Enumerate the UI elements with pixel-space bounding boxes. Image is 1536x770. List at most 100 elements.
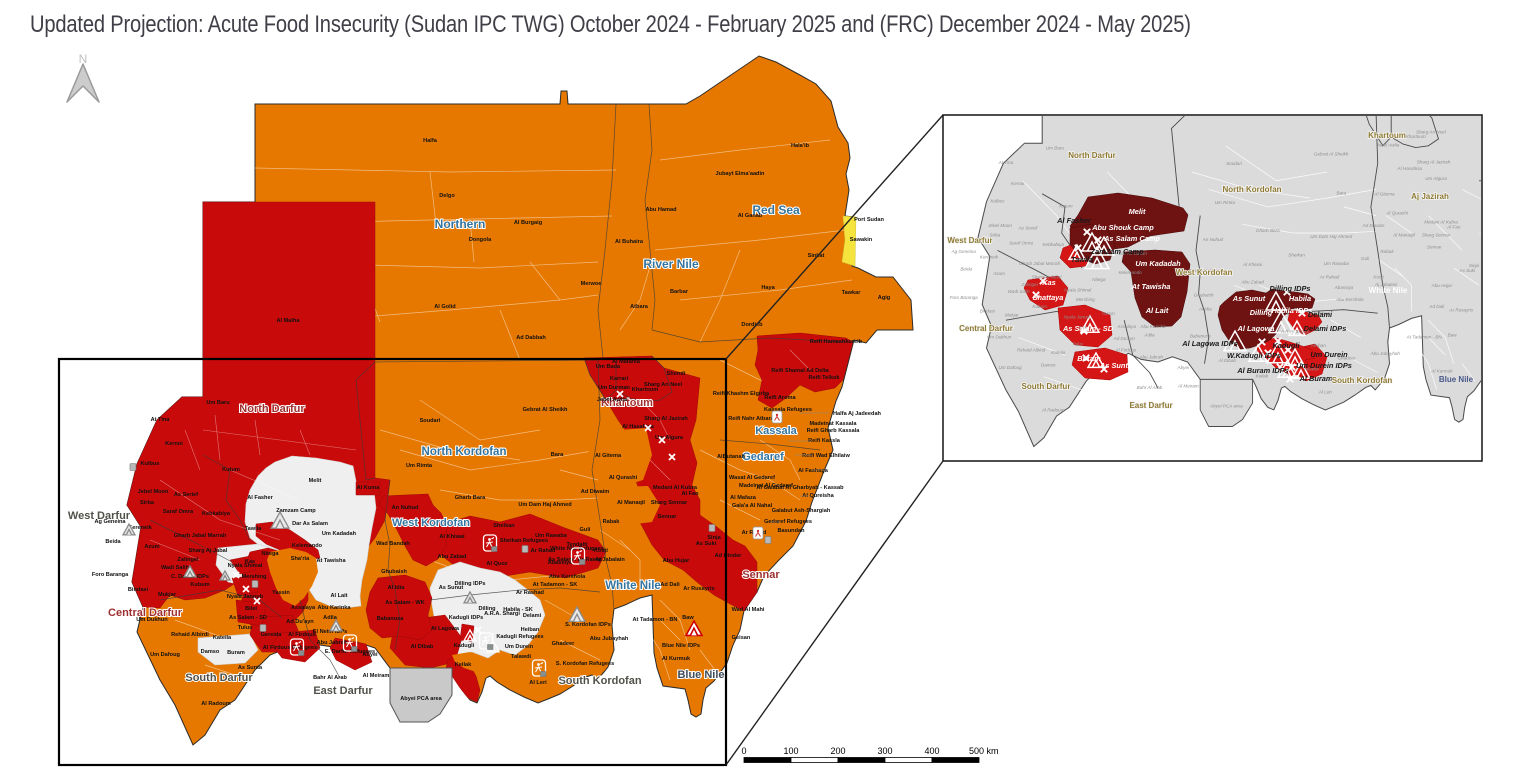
svg-text:Al Leri: Al Leri [529,680,547,686]
svg-text:Aj Jabalain: Aj Jabalain [595,557,625,563]
svg-text:Kassala: Kassala [755,425,797,437]
svg-text:Jebel Moon: Jebel Moon [987,223,1012,228]
svg-text:Abassiya: Abassiya [548,560,573,566]
svg-text:Nyala Janoub: Nyala Janoub [1064,314,1093,319]
svg-text:Um Dukhun: Um Dukhun [136,617,168,623]
svg-text:Abu Kershola: Abu Kershola [549,574,586,580]
svg-text:Al Qurashi: Al Qurashi [1385,211,1408,216]
svg-text:Zamzam Camp: Zamzam Camp [276,508,316,514]
svg-text:Saraf Omra: Saraf Omra [163,509,194,515]
svg-text:East Darfur: East Darfur [313,685,373,697]
svg-text:Abu Hamad: Abu Hamad [645,207,677,213]
svg-text:Yassin: Yassin [272,590,290,596]
svg-text:Delgo: Delgo [439,193,455,199]
svg-text:White Nile: White Nile [1369,286,1408,295]
svg-text:Um Dam Haj Ahmed: Um Dam Haj Ahmed [518,502,572,508]
svg-text:Al Radoum: Al Radoum [201,701,231,707]
svg-text:Adila: Adila [323,615,338,621]
svg-text:Al Hasahisa: Al Hasahisa [1397,166,1423,171]
svg-text:Kateila: Kateila [213,635,232,641]
svg-text:Reifi Kassla: Reifi Kassla [808,438,841,444]
svg-text:At Tadamon - SK: At Tadamon - SK [533,582,578,588]
svg-text:Um Bada: Um Bada [596,364,621,370]
svg-text:Reifi Hamashkureib: Reifi Hamashkureib [810,339,863,345]
svg-text:Ar Rusayris: Ar Rusayris [683,586,714,592]
svg-text:Shattaya: Shattaya [1033,293,1064,302]
svg-text:Al Buram: Al Buram [1299,374,1333,383]
svg-text:Bilel: Bilel [1078,325,1088,330]
svg-text:Al Manaqil: Al Manaqil [617,500,645,506]
svg-text:Kateila: Kateila [1051,350,1065,355]
svg-text:Kubum: Kubum [190,582,209,588]
svg-text:Um Durein: Um Durein [1310,350,1348,359]
svg-text:Dongola: Dongola [469,237,492,243]
svg-text:Tendalti: Tendalti [566,542,587,548]
svg-text:Um Baru: Um Baru [1046,145,1065,150]
svg-text:Khartoum: Khartoum [601,397,653,409]
svg-text:At Tadamon - BN: At Tadamon - BN [633,617,678,623]
svg-text:Delami: Delami [1308,310,1333,319]
svg-text:An Nuhud: An Nuhud [392,505,419,511]
svg-text:Abu Jubayhah: Abu Jubayhah [590,636,629,642]
svg-text:Sheikan: Sheikan [493,523,515,529]
svg-text:Al Gitema: Al Gitema [1373,192,1395,197]
svg-text:El Neim IDPs: El Neim IDPs [313,629,348,635]
svg-text:Al Mafaza: Al Mafaza [730,495,757,501]
svg-text:0: 0 [741,746,746,756]
svg-text:South Darfur: South Darfur [185,672,253,684]
svg-text:Um Durein: Um Durein [505,644,534,650]
svg-text:E. Darfur Refugees: E. Darfur Refugees [325,649,375,655]
svg-text:Assalaya: Assalaya [1116,324,1136,329]
svg-text:White Nile Refugees: White Nile Refugees [550,546,604,552]
svg-text:Al Kurmuk: Al Kurmuk [662,656,691,662]
svg-text:Al Lait: Al Lait [330,593,347,599]
svg-text:Wasat Al Gedaref: Wasat Al Gedaref [729,475,775,481]
svg-text:Al Meiram: Al Meiram [1177,383,1199,388]
svg-text:Central Darfur: Central Darfur [108,607,183,619]
svg-text:Ar Rashad: Ar Rashad [1307,311,1330,316]
svg-text:Bara: Bara [1337,191,1347,196]
svg-text:Ad Dabbah: Ad Dabbah [516,335,546,341]
svg-text:Guli: Guli [1361,256,1370,261]
svg-text:Shendi: Shendi [667,371,686,377]
svg-text:Al Fao: Al Fao [1446,225,1461,230]
svg-text:Tawila: Tawila [1071,255,1093,264]
svg-text:Rabak: Rabak [1380,249,1394,254]
svg-text:500 km: 500 km [969,746,999,756]
svg-text:Agig: Agig [878,295,891,301]
svg-text:Reifi Nahr Atbara: Reifi Nahr Atbara [728,416,774,422]
svg-text:Al Radoum: Al Radoum [1041,408,1065,413]
svg-text:White Nile: White Nile [605,580,661,592]
svg-text:Gedaref Refugees: Gedaref Refugees [764,519,812,525]
svg-text:Blue Nile IDPs: Blue Nile IDPs [662,643,700,649]
svg-text:AlButanah: AlButanah [717,454,746,460]
svg-text:Heiban: Heiban [1311,343,1326,348]
svg-text:Dar As Salam: Dar As Salam [1119,251,1147,256]
svg-text:Dilling: Dilling [478,606,496,612]
svg-text:Ar Rashad: Ar Rashad [516,590,545,596]
svg-text:Kadugli: Kadugli [454,643,475,649]
svg-text:Wad Al Mahi: Wad Al Mahi [1490,326,1517,331]
svg-text:Dar As Salam: Dar As Salam [292,521,328,527]
svg-text:Sharg Al Jazirah: Sharg Al Jazirah [644,416,688,422]
svg-text:Kas: Kas [1042,278,1056,287]
svg-text:South Kordofan: South Kordofan [558,675,641,687]
svg-text:Um Kadadah: Um Kadadah [322,531,357,537]
svg-text:Saraf Omra: Saraf Omra [1009,240,1033,245]
svg-text:A.R.A. Shargi: A.R.A. Shargi [1280,329,1310,334]
svg-text:Kosti: Kosti [594,548,608,554]
svg-text:Tulus: Tulus [1072,341,1084,346]
svg-text:Blue Nile: Blue Nile [677,669,724,681]
svg-text:Ad Dali: Ad Dali [1428,304,1445,309]
svg-text:Dilling IDPs: Dilling IDPs [1269,284,1310,293]
svg-text:Mershing: Mershing [242,574,267,580]
svg-text:Kutum: Kutum [222,467,240,473]
svg-text:Reifi Telkok: Reifi Telkok [809,375,841,381]
svg-text:Kulbus: Kulbus [141,461,160,467]
svg-text:Sharg Sennar: Sharg Sennar [651,500,688,506]
svg-text:As Salam - WK: As Salam - WK [385,600,424,606]
svg-text:Al Buram IDPs: Al Buram IDPs [1236,366,1288,375]
svg-text:Al Fashaga: Al Fashaga [798,468,829,474]
svg-text:Merwoe: Merwoe [581,281,602,287]
svg-text:Al Lagowa IDPs: Al Lagowa IDPs [1181,339,1237,348]
